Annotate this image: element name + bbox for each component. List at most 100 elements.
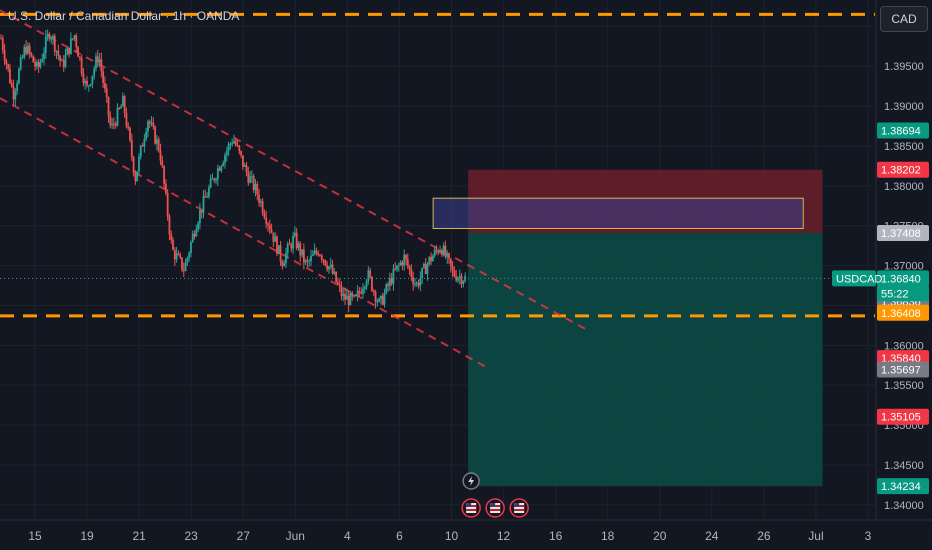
candle-body: [263, 213, 266, 218]
candle-body: [234, 140, 237, 146]
candle-body: [225, 150, 228, 156]
candle-body: [191, 233, 194, 243]
candle-body: [439, 249, 441, 253]
time-tick-label: 24: [705, 529, 719, 543]
candle-body: [182, 269, 185, 272]
time-tick-label: 6: [396, 529, 403, 543]
candle-body: [310, 255, 312, 261]
candle-body: [164, 183, 167, 193]
candle-body: [28, 45, 31, 54]
chart-title: U.S. Dollar / Canadian Dollar · 1h · OAN…: [8, 9, 240, 23]
candle-body: [372, 290, 375, 292]
time-tick-label: 4: [344, 529, 351, 543]
candle-body: [107, 96, 110, 116]
candle-body: [440, 249, 443, 256]
candle-body: [156, 139, 158, 144]
zone-box: [432, 197, 804, 229]
candle-body: [349, 292, 352, 306]
candle-body: [344, 293, 346, 300]
candle-body: [297, 243, 300, 249]
candle-body: [25, 46, 27, 54]
candle-body: [408, 266, 411, 270]
candle-body: [44, 36, 47, 53]
time-tick-label: 16: [549, 529, 563, 543]
candle-body: [12, 86, 15, 100]
price-tag-label: 1.35697: [881, 365, 921, 377]
candle-body: [87, 85, 90, 87]
lightning-icon: [462, 472, 480, 490]
channel-lower-line: [0, 97, 491, 371]
candle-body: [57, 50, 60, 56]
candle-body: [139, 145, 142, 157]
candle-body: [299, 243, 302, 256]
candle-body: [215, 179, 217, 181]
candle-body: [401, 262, 404, 266]
price-tag: 55:22: [877, 285, 929, 302]
time-tick-label: 15: [28, 529, 42, 543]
candle-body: [295, 232, 298, 249]
candle-body: [138, 156, 140, 172]
candle-body: [207, 187, 210, 197]
price-tick-label: 1.38500: [884, 141, 924, 153]
candle-body: [347, 295, 350, 306]
candle-body: [388, 278, 391, 287]
candle-body: [30, 53, 33, 56]
candle-body: [197, 223, 200, 230]
price-tag-label: 1.37408: [881, 228, 921, 240]
candle-body: [37, 62, 40, 68]
candle-body: [132, 157, 135, 173]
candle-body: [52, 36, 54, 39]
candle-body: [324, 260, 327, 266]
price-tag: USDCAD: [832, 270, 883, 287]
candle-body: [464, 276, 467, 282]
candle-body: [213, 178, 216, 181]
candle-body: [397, 265, 400, 267]
candle-body: [317, 252, 320, 256]
time-tick-label: 26: [757, 529, 771, 543]
candle-body: [342, 293, 345, 297]
candle-body: [73, 35, 76, 39]
candle-body: [351, 292, 354, 297]
candle-body: [202, 196, 205, 213]
candle-body: [431, 256, 434, 262]
candle-body: [293, 232, 296, 236]
time-tick-label: 27: [237, 529, 251, 543]
candle-body: [231, 143, 234, 145]
candle-body: [270, 229, 273, 233]
candle-body: [105, 88, 108, 97]
candle-body: [254, 184, 257, 191]
candle-body: [3, 50, 6, 61]
candle-body: [365, 280, 368, 287]
candle-body: [216, 168, 219, 180]
price-tick-label: 1.34000: [884, 500, 924, 512]
us-flag-event-icon: [485, 498, 505, 518]
candle-body: [437, 250, 440, 253]
candle-body: [369, 270, 372, 277]
price-tag-label: 1.38694: [881, 125, 921, 137]
candle-body: [125, 113, 128, 127]
candle-body: [61, 60, 63, 62]
candle-body: [340, 285, 343, 297]
candle-body: [238, 145, 241, 152]
candle-body: [147, 121, 149, 132]
candle-body: [170, 234, 173, 240]
candle-body: [0, 38, 2, 40]
candle-body: [338, 283, 341, 286]
candle-body: [166, 192, 169, 217]
candle-body: [261, 201, 264, 214]
price-tag-label: 1.36840: [881, 273, 921, 285]
candle-body: [121, 96, 124, 107]
candle-body: [18, 69, 20, 84]
price-tag: 1.34234: [877, 478, 929, 495]
candle-body: [374, 291, 377, 302]
candles: [0, 29, 467, 313]
candle-body: [39, 61, 42, 68]
currency-button[interactable]: CAD: [880, 6, 928, 32]
candle-body: [34, 62, 36, 67]
candle-body: [186, 257, 189, 263]
candle-body: [59, 55, 62, 61]
candle-body: [46, 34, 49, 37]
candle-body: [308, 260, 311, 262]
candle-body: [256, 184, 259, 195]
